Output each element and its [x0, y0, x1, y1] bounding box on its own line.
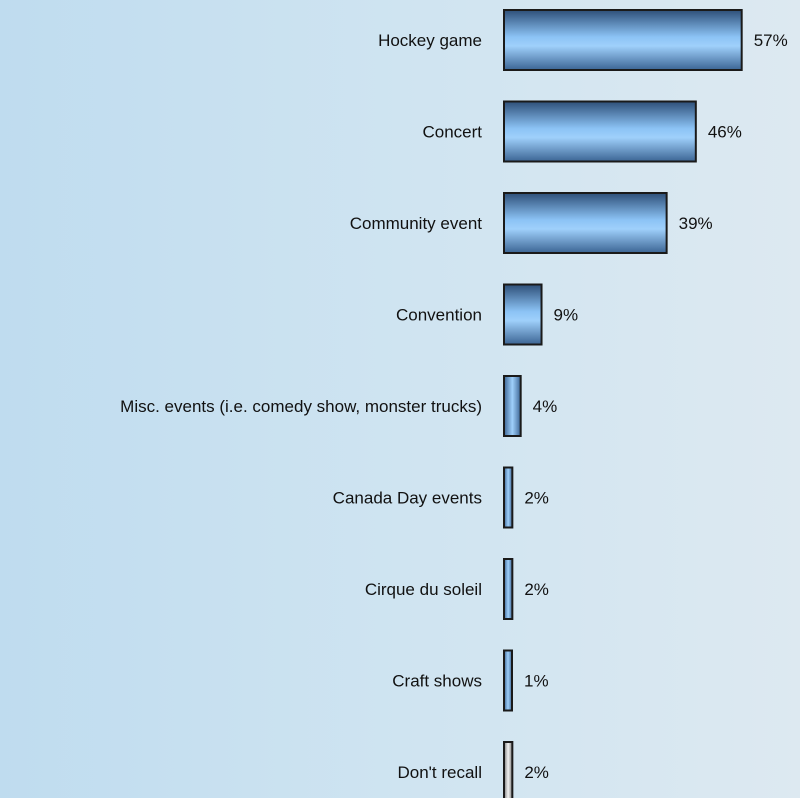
value-label-convention: 9% — [554, 306, 579, 325]
bars-group — [503, 9, 743, 798]
bar-cirque-du-soleil — [503, 558, 514, 620]
bar-hockey-game — [503, 9, 743, 71]
category-label-cirque-du-soleil: Cirque du soleil — [365, 580, 482, 599]
bar-community-event — [503, 192, 668, 254]
bar-concert — [503, 100, 697, 163]
category-label-community-event: Community event — [350, 214, 483, 233]
value-label-don-t-recall: 2% — [524, 763, 549, 782]
category-label-convention: Convention — [396, 306, 482, 325]
bar-convention — [503, 283, 543, 346]
category-label-misc-events-i-e-comedy-show-monster-trucks: Misc. events (i.e. comedy show, monster … — [120, 397, 482, 416]
category-label-hockey-game: Hockey game — [378, 31, 482, 50]
bar-don-t-recall — [503, 741, 514, 798]
bar-canada-day-events — [503, 466, 514, 529]
value-label-craft-shows: 1% — [524, 672, 549, 691]
category-label-canada-day-events: Canada Day events — [333, 489, 482, 508]
category-label-don-t-recall: Don't recall — [397, 763, 482, 782]
value-labels-group: 57% 46% 39% 9% 4% 2% 2% 1% 2% — [524, 31, 788, 782]
category-label-craft-shows: Craft shows — [392, 672, 482, 691]
category-labels-group: Hockey game Concert Community event Convent… — [120, 31, 482, 782]
value-label-hockey-game: 57% — [754, 31, 788, 50]
value-label-misc-events-i-e-comedy-show-monster-trucks: 4% — [533, 397, 558, 416]
value-label-cirque-du-soleil: 2% — [524, 580, 549, 599]
bar-misc-events-i-e-comedy-show-monster-trucks — [503, 375, 522, 437]
category-label-concert: Concert — [422, 123, 482, 142]
value-label-community-event: 39% — [679, 214, 713, 233]
bar-craft-shows — [503, 649, 513, 712]
value-label-canada-day-events: 2% — [524, 489, 549, 508]
value-label-concert: 46% — [708, 123, 742, 142]
